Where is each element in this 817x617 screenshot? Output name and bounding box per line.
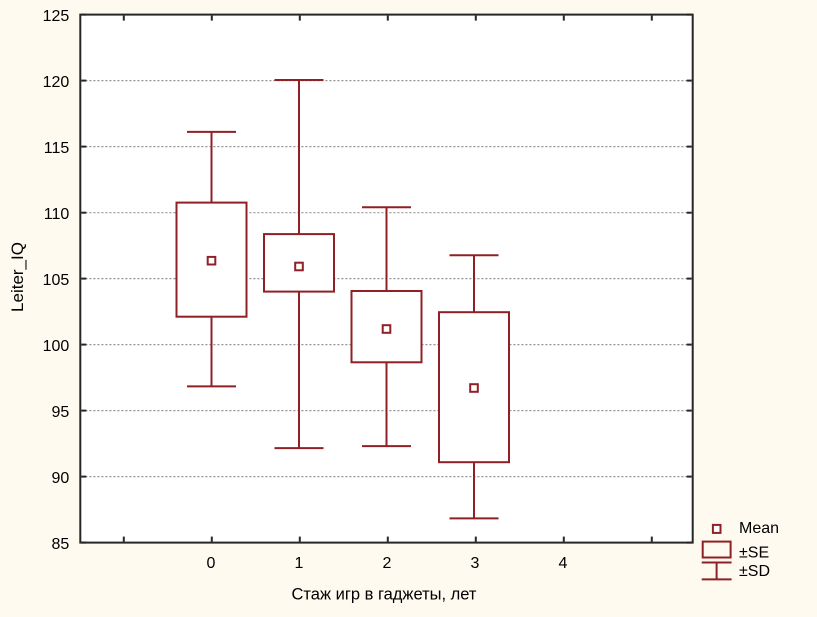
svg-text:95: 95 xyxy=(52,404,70,421)
svg-text:2: 2 xyxy=(383,555,392,572)
svg-text:120: 120 xyxy=(43,74,70,91)
svg-text:±SE: ±SE xyxy=(739,545,769,562)
svg-text:3: 3 xyxy=(471,555,480,572)
svg-text:115: 115 xyxy=(44,140,70,157)
svg-text:0: 0 xyxy=(207,555,216,572)
svg-text:125: 125 xyxy=(43,8,70,25)
svg-text:±SD: ±SD xyxy=(739,563,770,580)
svg-text:4: 4 xyxy=(559,555,568,572)
svg-text:110: 110 xyxy=(44,206,70,223)
svg-text:Leiter_IQ: Leiter_IQ xyxy=(8,242,27,312)
svg-text:100: 100 xyxy=(43,338,70,355)
svg-text:85: 85 xyxy=(52,536,70,553)
svg-text:90: 90 xyxy=(52,470,70,487)
svg-text:Mean: Mean xyxy=(739,520,779,537)
svg-text:105: 105 xyxy=(43,272,70,289)
svg-text:1: 1 xyxy=(295,555,304,572)
svg-text:Стаж игр в гаджеты, лет: Стаж игр в гаджеты, лет xyxy=(292,586,477,604)
